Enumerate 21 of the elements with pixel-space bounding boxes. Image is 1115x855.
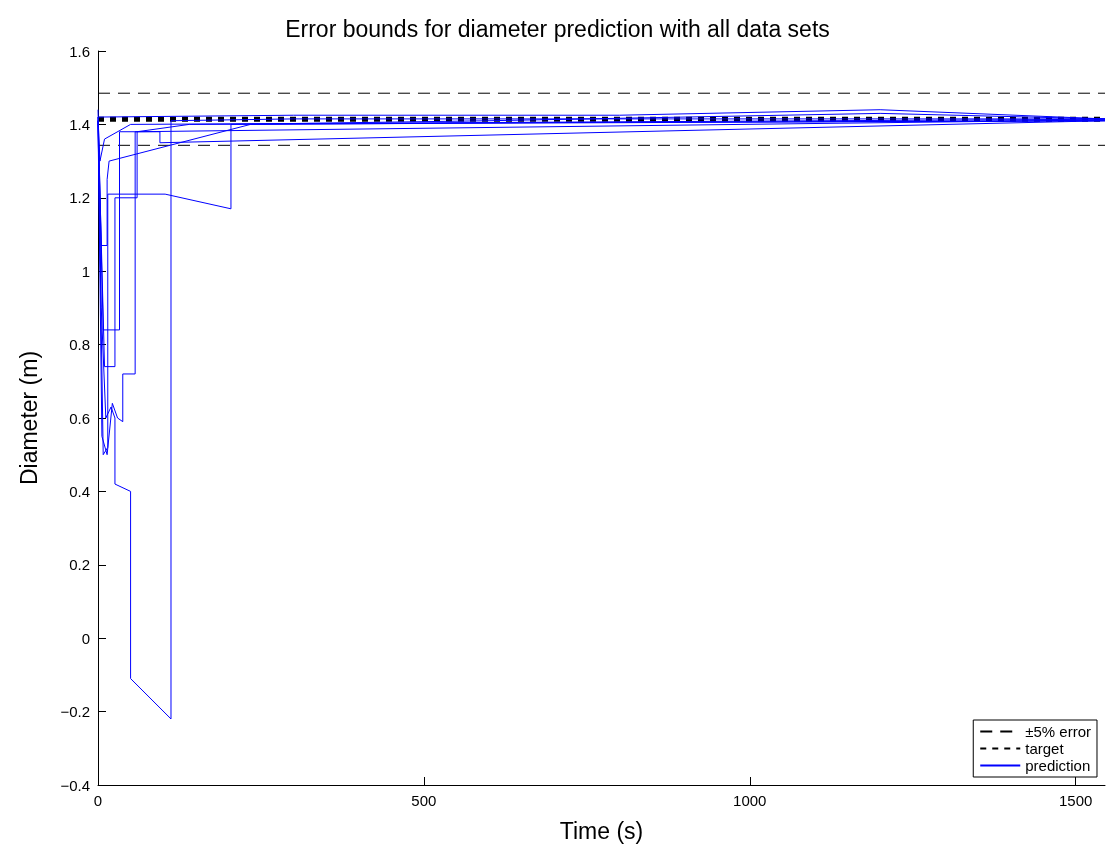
y-tick-label: 1 (81, 262, 90, 280)
y-tick-label: −0.2 (60, 703, 90, 721)
x-tick-label: 0 (93, 792, 103, 809)
y-axis-title: Diameter (m) (15, 350, 42, 486)
y-tick-label: 1.4 (69, 115, 90, 133)
y-tick-label: 0.2 (69, 556, 90, 574)
legend-label: target (1025, 740, 1065, 757)
x-tick-label: 500 (411, 792, 437, 809)
y-tick-label: 0.4 (69, 482, 90, 500)
y-tick-label: 0.6 (69, 409, 90, 427)
y-tick-label: 1.2 (69, 189, 90, 207)
x-axis-title: Time (s) (559, 817, 644, 844)
y-tick-label: 1.6 (69, 42, 90, 60)
chart-title: Error bounds for diameter prediction with all data sets (285, 15, 830, 42)
legend-label: ±5% error (1025, 723, 1091, 740)
x-tick-label: 1500 (1058, 792, 1093, 809)
x-tick-label: 1000 (733, 792, 767, 809)
y-tick-label: −0.4 (60, 776, 90, 794)
legend-label: prediction (1025, 757, 1091, 774)
y-tick-label: 0.8 (69, 336, 90, 354)
y-tick-label: 0 (81, 629, 90, 647)
